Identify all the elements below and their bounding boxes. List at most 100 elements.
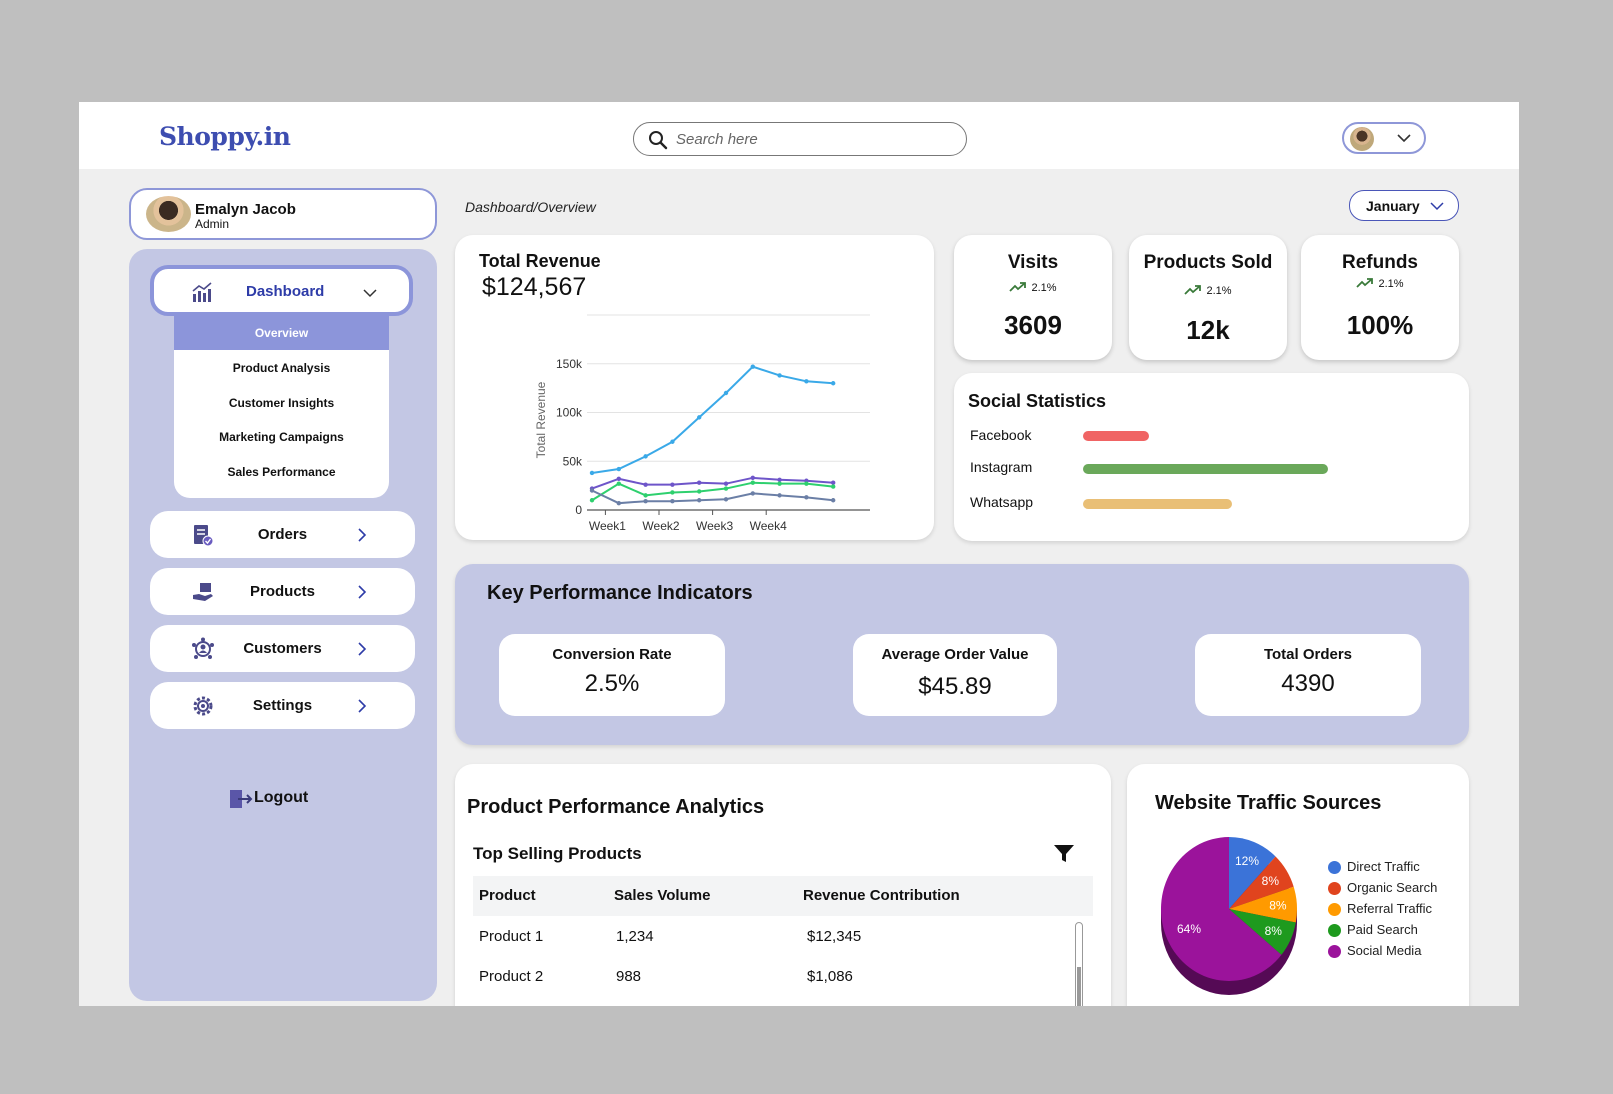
data-point [697, 415, 702, 420]
data-point [804, 379, 809, 384]
scrollbar-thumb[interactable] [1077, 967, 1081, 1006]
kpi-label: Conversion Rate [552, 646, 672, 663]
sidebar-item-label: Dashboard [246, 283, 325, 300]
data-point [723, 481, 729, 486]
kpi-value: 4390 [1281, 670, 1335, 697]
pie-slice-label: 8% [1262, 874, 1280, 888]
legend-label: Direct Traffic [1347, 859, 1420, 874]
stat-title: Products Sold [1143, 252, 1273, 273]
kpi-label: Total Orders [1263, 646, 1353, 663]
search-input[interactable] [676, 129, 956, 149]
table-cell: $1,086 [807, 968, 853, 985]
submenu-item-product-analysis[interactable]: Product Analysis [232, 361, 331, 375]
y-tick-label: 100k [556, 406, 583, 420]
traffic-sources-card: Website Traffic Sources 12% 8% 8% 8% 64% Dir… [1127, 764, 1469, 1006]
submenu-item-overview[interactable]: Overview [174, 316, 389, 350]
user-profile-card[interactable]: Emalyn Jacob Admin [129, 188, 437, 240]
search-box[interactable] [633, 122, 967, 156]
app-window: Shoppy.in Emalyn Jacob Admin [79, 102, 1519, 1006]
data-point [777, 373, 782, 378]
products-icon [193, 583, 213, 601]
legend-item: Referral Traffic [1327, 901, 1437, 922]
avatar [1350, 127, 1374, 151]
top-selling-title: Top Selling Products [473, 844, 642, 863]
chevron-right-icon [358, 585, 367, 599]
chevron-down-icon[interactable] [363, 288, 377, 298]
data-point [831, 498, 836, 503]
pie-slice [1229, 856, 1294, 909]
sidebar-item-orders[interactable]: Orders [150, 511, 415, 558]
logout-button[interactable]: Logout [229, 786, 329, 812]
social-statistics-card: Social Statistics Facebook Instagram Wha… [954, 373, 1469, 541]
stat-value: 3609 [1004, 310, 1062, 340]
column-header[interactable]: Sales Volume [614, 887, 711, 904]
product-performance-card: Product Performance Analytics Top Sellin… [455, 764, 1111, 1006]
column-header[interactable]: Product [479, 887, 536, 904]
stat-value: 12k [1186, 315, 1230, 345]
x-tick-label: Week4 [750, 519, 787, 533]
app-logo[interactable]: Shoppy.in [159, 122, 291, 151]
data-point [777, 481, 782, 486]
pie-slice-label: 8% [1265, 924, 1283, 938]
stat-card-visits: Visits 2.1% 3609 [954, 235, 1112, 360]
chart-y-axis-label: Total Revenue [534, 381, 548, 458]
table-cell: 988 [616, 968, 642, 985]
legend-item: Organic Search [1327, 880, 1437, 901]
sidebar-item-products[interactable]: Products [150, 568, 415, 615]
filter-icon[interactable] [1053, 844, 1075, 864]
submenu-item-sales-performance[interactable]: Sales Performance [227, 465, 336, 479]
data-point [697, 480, 702, 485]
legend-dot [1328, 924, 1341, 937]
pie-slice [1229, 886, 1297, 923]
column-header[interactable]: Revenue Contribution [803, 887, 960, 904]
chevron-down-icon [1430, 202, 1444, 211]
data-point [750, 475, 755, 481]
trend-up-icon [1184, 285, 1202, 295]
sidebar-item-dashboard[interactable]: Dashboard [150, 265, 413, 316]
y-tick-label: 0 [575, 503, 582, 517]
month-selector[interactable]: January [1349, 190, 1459, 221]
account-menu-button[interactable] [1342, 122, 1426, 154]
data-point [777, 477, 782, 482]
data-point [670, 490, 675, 495]
logout-icon [230, 790, 253, 808]
table-cell: $12,345 [807, 928, 862, 945]
sidebar-item-settings[interactable]: Settings [150, 682, 415, 729]
submenu-item-marketing-campaigns[interactable]: Marketing Campaigns [219, 430, 344, 444]
data-point [643, 454, 648, 459]
legend-label: Referral Traffic [1347, 901, 1433, 916]
legend-item: Paid Search [1327, 922, 1437, 943]
data-point [670, 499, 675, 504]
sidebar-item-customers[interactable]: Customers [150, 625, 415, 672]
dashboard-submenu: Overview Product Analysis Customer Insig… [174, 316, 389, 498]
data-point [697, 489, 702, 494]
stat-trend: 2.1% [954, 281, 1112, 294]
data-point [643, 493, 648, 498]
social-label-instagram: Instagram [970, 459, 1033, 475]
table-cell: Product 1 [479, 928, 544, 945]
table-scrollbar[interactable] [1075, 922, 1083, 1006]
revenue-value: $124,567 [482, 273, 587, 301]
sidebar-item-label: Orders [257, 526, 308, 543]
submenu-item-customer-insights[interactable]: Customer Insights [228, 396, 335, 410]
social-bar-whatsapp [1083, 499, 1232, 509]
table-cell: Product 2 [479, 968, 544, 985]
stat-card-products-sold: Products Sold 2.1% 12k [1129, 235, 1287, 360]
ppa-title: Product Performance Analytics [467, 796, 765, 818]
kpi-title: Key Performance Indicators [487, 582, 753, 604]
legend-dot [1328, 945, 1341, 958]
series-line [591, 489, 834, 505]
trend-up-icon [1356, 278, 1374, 288]
user-role: Admin [195, 217, 230, 231]
legend-dot [1328, 861, 1341, 874]
series-line [591, 365, 834, 474]
revenue-title: Total Revenue [479, 251, 601, 271]
data-point [831, 484, 836, 489]
pie-slice-label: 64% [1177, 922, 1201, 936]
social-title: Social Statistics [968, 391, 1107, 411]
x-tick-label: Week1 [589, 519, 626, 533]
pie-slice-label: 12% [1235, 854, 1259, 868]
search-icon[interactable] [648, 130, 668, 150]
stat-trend: 2.1% [1129, 284, 1287, 297]
data-point [616, 466, 621, 472]
